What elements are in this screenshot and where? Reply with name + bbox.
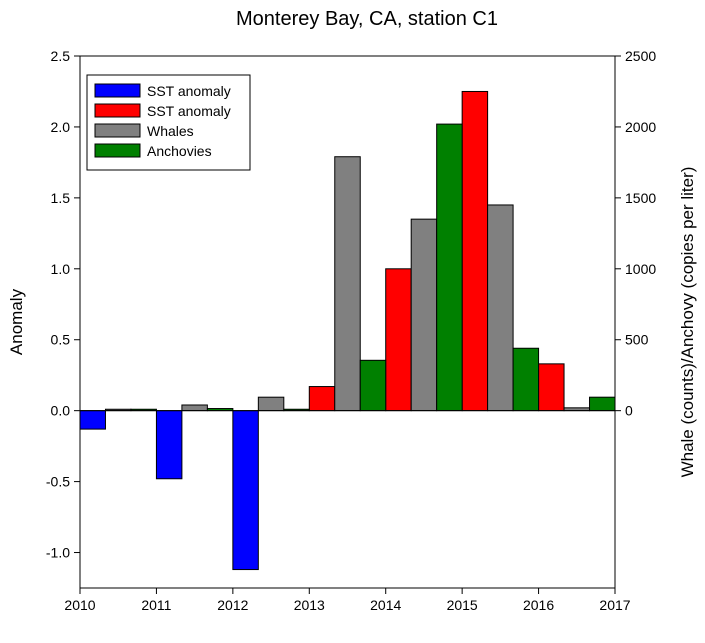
y2-axis-label: Whale (counts)/Anchovy (copies per liter…	[678, 167, 697, 478]
bar-sst-anomaly-0-1	[155, 410, 183, 480]
x-tick-label: 2014	[370, 597, 401, 613]
y-axis-label: Anomaly	[7, 288, 26, 355]
y-tick-label: 2.0	[51, 119, 71, 135]
bar-whales-2-3	[334, 156, 361, 412]
chart-title: Monterey Bay, CA, station C1	[236, 8, 498, 30]
x-tick-label: 2013	[294, 597, 325, 613]
x-tick-label: 2012	[217, 597, 248, 613]
y2-tick-label: 1500	[625, 190, 656, 206]
bar-anchovies-3-6	[589, 396, 616, 412]
bar-anchovies-3-4	[436, 123, 463, 412]
y-tick-label: 1.0	[51, 261, 71, 277]
bar-whales-2-4	[410, 218, 438, 412]
bar-sst-anomaly-1-3	[538, 363, 565, 412]
y-tick-label: -0.5	[46, 474, 70, 490]
y2-tick-label: 500	[625, 332, 649, 348]
bar-whales-2-2	[257, 396, 285, 412]
y-tick-label: 0.0	[51, 403, 71, 419]
y-tick-label: 0.5	[51, 332, 71, 348]
bar-whales-2-5	[487, 204, 514, 412]
y-axis-right: 2500 2000 1500 1000 500 0	[615, 48, 656, 419]
legend: SST anomaly SST anomaly Whales Anchovies	[86, 74, 251, 171]
legend-swatch	[94, 103, 141, 118]
legend-label: SST anomaly	[147, 103, 231, 119]
x-tick-label: 2011	[141, 597, 171, 613]
legend-label: SST anomaly	[147, 83, 231, 99]
x-tick-label: 2017	[599, 597, 630, 613]
bar-sst-anomaly-1-2	[461, 90, 489, 412]
x-tick-label: 2016	[523, 597, 554, 613]
bar-anchovies-3-3	[359, 359, 387, 412]
y2-tick-label: 2000	[625, 119, 656, 135]
y-tick-label: 1.5	[51, 190, 71, 206]
x-tick-label: 2010	[64, 597, 95, 613]
x-axis: 2010 2011 2012 2013 2014 2015 2016 2017	[64, 588, 631, 613]
y2-tick-label: 2500	[625, 48, 656, 64]
y-axis-left: 2.5 2.0 1.5 1.0 0.5 0.0 -0.5 -1.0	[46, 48, 80, 561]
legend-label: Whales	[147, 123, 194, 139]
y2-tick-label: 0	[625, 403, 633, 419]
legend-swatch	[94, 83, 141, 98]
bar-sst-anomaly-0-0	[79, 410, 106, 430]
x-tick-label: 2015	[447, 597, 478, 613]
y2-tick-label: 1000	[625, 261, 656, 277]
bar-whales-2-1	[181, 404, 208, 412]
bars-layer	[79, 90, 616, 571]
legend-label: Anchovies	[147, 143, 212, 159]
y-tick-label: -1.0	[46, 545, 70, 561]
legend-swatch	[94, 123, 141, 138]
bar-sst-anomaly-0-2	[232, 410, 259, 571]
bar-anchovies-3-5	[512, 347, 540, 412]
plot-frame	[79, 55, 616, 589]
y-tick-label: 2.5	[51, 48, 71, 64]
legend-swatch	[94, 143, 141, 158]
bar-sst-anomaly-1-0	[308, 386, 336, 412]
bar-sst-anomaly-1-1	[385, 268, 412, 412]
